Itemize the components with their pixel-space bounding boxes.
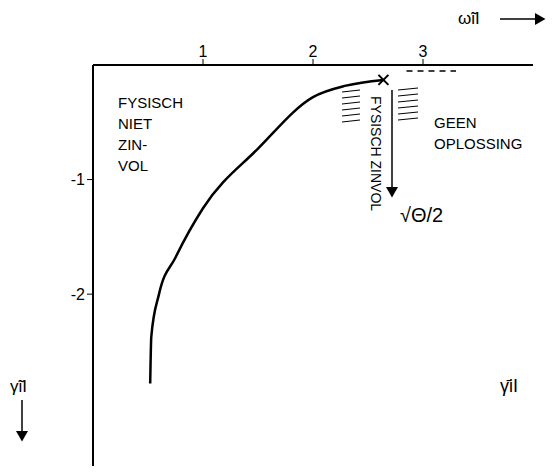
svg-text:3: 3 <box>419 43 428 60</box>
svg-text:-2: -2 <box>71 286 85 303</box>
svg-text:ω̃iI: ω̃iI <box>458 9 480 28</box>
svg-text:-1: -1 <box>71 171 85 188</box>
svg-text:γ̄iI: γ̄iI <box>500 376 518 396</box>
svg-text:GEENOPLOSSING: GEENOPLOSSING <box>434 114 522 152</box>
svg-text:FYSISCH ZINVOL: FYSISCH ZINVOL <box>368 96 384 211</box>
svg-text:2: 2 <box>309 43 318 60</box>
svg-text:1: 1 <box>199 43 208 60</box>
svg-text:FYSISCHNIETZIN-VOL: FYSISCHNIETZIN-VOL <box>118 94 183 174</box>
svg-text:√Θ/2: √Θ/2 <box>400 204 443 226</box>
svg-text:γ̃iI: γ̃iI <box>10 377 27 396</box>
